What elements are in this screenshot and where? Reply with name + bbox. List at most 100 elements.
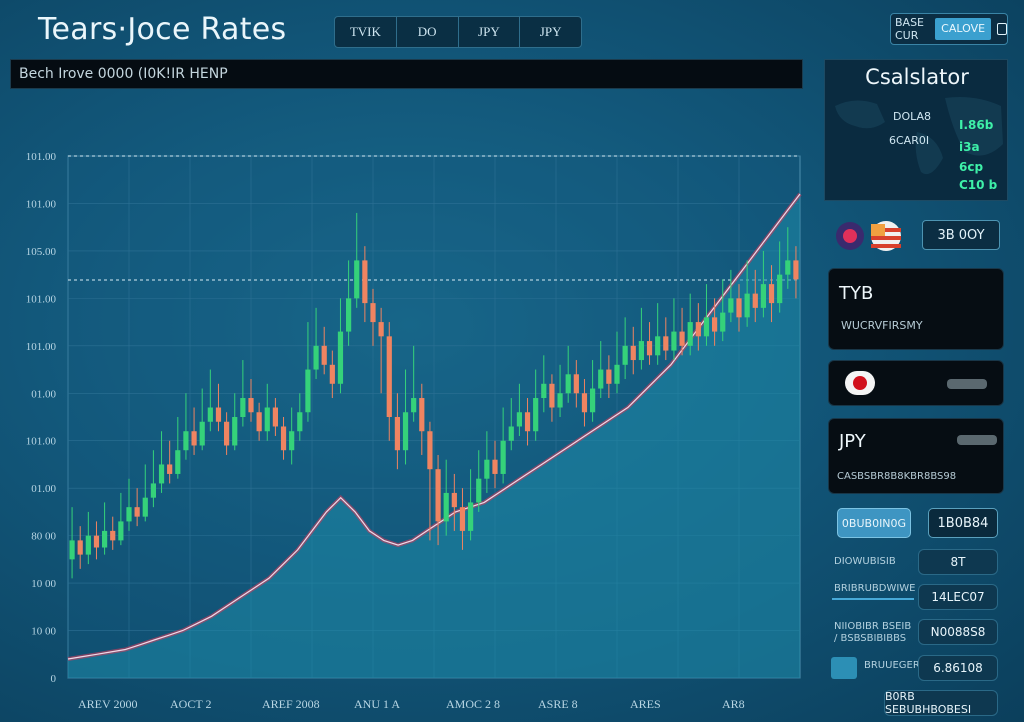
card-currency-name-jpy: JPY: [839, 431, 866, 452]
candle-down: [695, 322, 701, 337]
currency-card-flag[interactable]: [828, 360, 1004, 406]
chart-icon[interactable]: [831, 657, 857, 679]
currency-select-button[interactable]: 3B 0OY: [922, 220, 1000, 250]
map-value-4: C10 b: [959, 178, 998, 192]
candle-up: [638, 341, 645, 361]
tab-do[interactable]: DO: [397, 17, 459, 47]
area-fill: [68, 194, 800, 678]
candle-down: [752, 293, 758, 308]
candle-down: [256, 412, 262, 432]
candle-up: [354, 260, 360, 299]
candle-up: [183, 431, 189, 451]
candle-down: [386, 336, 392, 417]
row-value-4[interactable]: 6.86108: [918, 655, 998, 681]
window-icon[interactable]: [997, 23, 1007, 35]
candle-up: [199, 421, 205, 446]
candle-down: [321, 345, 327, 365]
bottom-action-button[interactable]: B0RB SEBUBHBOBESI: [884, 690, 998, 716]
map-value-2: i3a: [959, 140, 980, 154]
tab-jpy[interactable]: JPY: [459, 17, 521, 47]
candle-down: [459, 507, 466, 531]
candle-up: [467, 502, 474, 531]
candle-down: [492, 459, 498, 474]
candle-up: [158, 464, 165, 484]
candle-up: [118, 521, 124, 541]
y-tick-label: 01.00: [31, 388, 56, 400]
candle-up: [289, 431, 295, 451]
currency-card-jpy[interactable]: JPY CASBSBR8B8KBR8BS98: [828, 418, 1004, 494]
candle-up: [337, 331, 344, 384]
candle-up: [402, 412, 409, 451]
candle-down: [630, 345, 636, 361]
x-tick-label: AREF 2008: [262, 697, 320, 711]
x-tick-label: AR8: [722, 697, 745, 711]
candle-down: [378, 322, 384, 337]
x-tick-label: ASRE 8: [538, 697, 578, 711]
row-label-2: BRIBRUBDWIWE: [834, 583, 916, 594]
blurred-value: [947, 379, 987, 389]
candle-up: [476, 478, 482, 503]
candle-up: [85, 535, 91, 555]
row-label-1: DIOWUBISIB: [834, 556, 896, 567]
candle-down: [248, 398, 254, 413]
y-tick-label: 01.00: [31, 483, 56, 495]
candle-up: [655, 336, 661, 356]
country-flags-icon[interactable]: [834, 220, 904, 252]
candle-up: [508, 426, 514, 441]
candle-up: [557, 393, 563, 408]
candle-up: [142, 497, 148, 517]
price-chart[interactable]: 101.00 101.00 105.00 101.00 101.00 01.00 101.0…: [0, 100, 812, 722]
candle-down: [736, 298, 742, 318]
candle-up: [411, 398, 417, 413]
row-value-2[interactable]: 14LEC07: [918, 584, 998, 610]
candle-up: [443, 492, 449, 522]
candle-up: [744, 293, 750, 318]
candle-down: [329, 364, 335, 384]
y-tick-label: 105.00: [26, 246, 57, 258]
base-currency-button[interactable]: CALOVE: [935, 18, 992, 40]
candle-up: [565, 374, 571, 394]
candle-up: [720, 312, 726, 332]
tab-tvik[interactable]: TVIK: [335, 17, 397, 47]
row-underline: [832, 598, 914, 600]
row-value-1[interactable]: 8T: [918, 549, 998, 575]
candle-up: [614, 364, 620, 384]
candle-up: [703, 317, 710, 337]
row-value-3[interactable]: N0088S8: [918, 619, 998, 645]
candle-down: [280, 426, 287, 451]
area-line: [67, 193, 801, 660]
candle-up: [671, 331, 677, 351]
y-tick-label: 101.00: [26, 341, 57, 353]
app-title: Tears·Joce Rates: [38, 12, 287, 47]
candle-down: [524, 412, 531, 432]
candle-down: [370, 303, 376, 323]
candle-up: [264, 407, 270, 432]
candle-down: [93, 535, 100, 548]
candle-up: [728, 298, 734, 313]
convert-button[interactable]: 0BUB0IN0G: [837, 508, 911, 538]
candle-up: [101, 530, 108, 548]
candle-up: [589, 388, 596, 413]
currency-card-tyb[interactable]: TYB WUCRVFIRSMY: [828, 268, 1004, 350]
candle-down: [223, 421, 230, 446]
candle-up: [240, 398, 246, 417]
y-tick-label: 10 00: [31, 626, 56, 638]
candle-up: [297, 412, 303, 432]
ticker-text: Bech Irove 0000 (I0K!IR HENP: [19, 66, 228, 82]
x-tick-label: AMOC 2 8: [446, 697, 500, 711]
ticker-bar: Bech Irove 0000 (I0K!IR HENP: [10, 59, 803, 89]
calculator-title: Csalslator: [865, 65, 969, 89]
candle-up: [541, 383, 547, 399]
candle-up: [232, 417, 238, 446]
candle-up: [622, 345, 628, 365]
tab-jpy-2[interactable]: JPY: [539, 24, 562, 39]
candle-down: [394, 417, 401, 451]
base-currency-control: BASE CUR CALOVE: [890, 13, 1008, 45]
candle-up: [150, 483, 157, 498]
candle-down: [679, 331, 685, 346]
candle-down: [768, 284, 775, 304]
y-tick-label: 101.00: [26, 436, 57, 448]
rate-value-field[interactable]: 1B0B84: [928, 508, 998, 538]
candle-down: [581, 393, 588, 413]
card-currency-name: TYB: [839, 283, 874, 304]
